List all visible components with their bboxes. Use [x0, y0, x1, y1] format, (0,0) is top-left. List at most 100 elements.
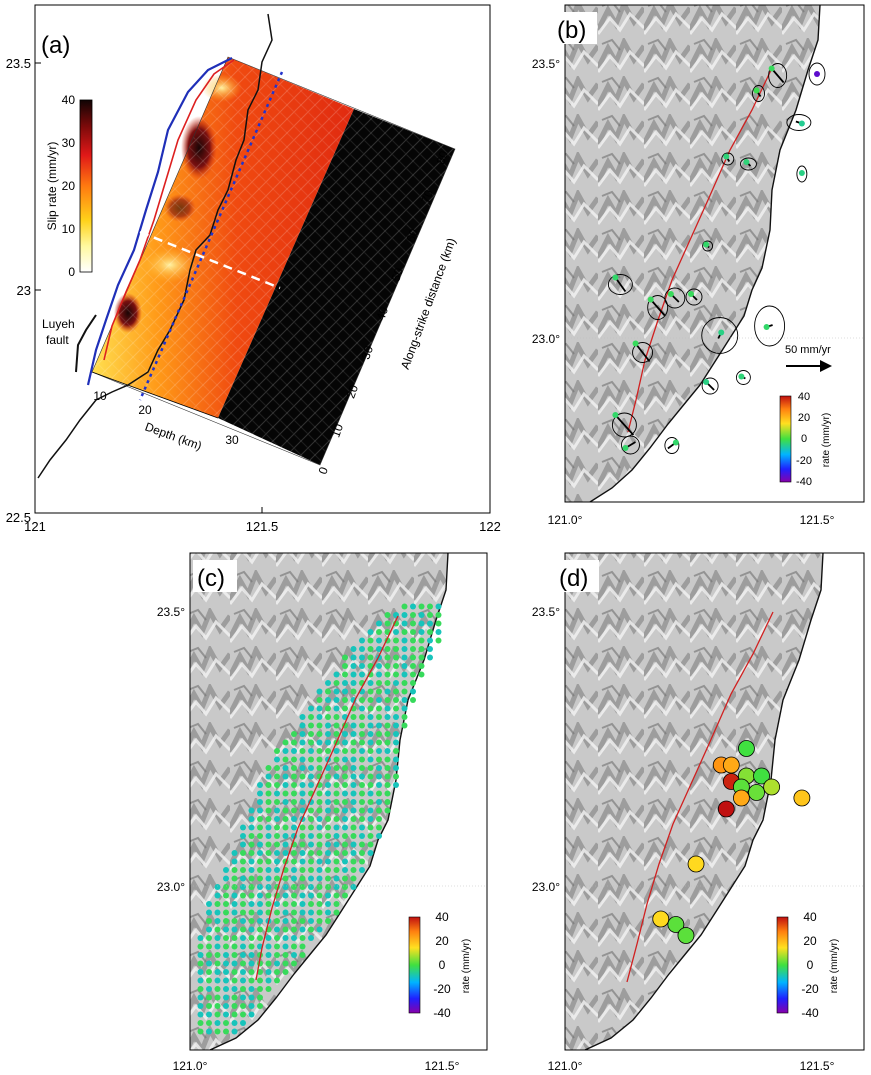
c-insar-dot — [206, 1003, 212, 1009]
b-station — [702, 240, 714, 252]
c-insar-dot — [274, 807, 280, 814]
a-xtick-121: 121 — [24, 519, 46, 534]
c-insar-dot — [274, 867, 280, 873]
c-insar-dot — [214, 952, 221, 958]
a-colorbar-label: Slip rate (mm/yr) — [45, 142, 59, 231]
strike-tick-20: 20 — [343, 383, 361, 401]
c-insar-dot — [274, 875, 280, 882]
c-insar-dot — [308, 714, 314, 720]
c-insar-dot — [257, 841, 263, 848]
c-insar-dot — [223, 926, 229, 933]
c-insar-dot — [384, 739, 391, 746]
strike-tick-60: 60 — [403, 227, 421, 245]
panel-b: (b) 23.5° 23.0° 121.0° 121.5° 50 mm/yr 4… — [532, 4, 865, 527]
c-insar-dot — [410, 654, 416, 661]
c-insar-dot — [291, 909, 297, 916]
c-insar-dot — [274, 816, 280, 822]
c-insar-dot — [299, 722, 306, 729]
c-insar-dot — [265, 892, 272, 899]
b-error-ellipse — [752, 85, 765, 102]
b-velocity-arrow — [614, 414, 635, 436]
c-insar-dot — [299, 731, 306, 737]
c-insar-dot — [282, 969, 289, 975]
c-insar-dot — [231, 858, 238, 865]
c-insar-dot — [214, 901, 221, 907]
a-ytick-23: 23 — [17, 283, 31, 298]
c-insar-dot — [282, 943, 289, 950]
c-insar-dot — [291, 739, 297, 746]
c-insar-dot — [367, 841, 374, 848]
c-insar-dot — [435, 620, 442, 627]
c-insar-dot — [248, 969, 255, 975]
c-insar-dot — [231, 926, 238, 933]
c-insar-dot — [410, 603, 416, 610]
d-point — [733, 789, 750, 807]
c-insar-dot — [325, 892, 331, 899]
c-insar-dot — [410, 637, 416, 644]
c-cb-neg20: -20 — [433, 982, 451, 996]
c-insar-dot — [376, 833, 382, 839]
c-insar-dot — [384, 799, 391, 805]
c-insar-dot — [206, 960, 212, 967]
c-insar-dot — [418, 637, 425, 644]
c-insar-dot — [342, 748, 348, 754]
c-insar-dot — [299, 824, 306, 831]
c-insar-dot — [333, 816, 340, 822]
c-insar-dot — [359, 841, 365, 848]
c-insar-dot — [257, 892, 263, 899]
c-insar-dot — [359, 671, 365, 678]
c-insar-dot — [342, 884, 348, 890]
strike-tick-40: 40 — [373, 305, 391, 323]
d-label-box — [555, 560, 599, 592]
c-insar-dot — [367, 680, 374, 686]
c-insar-dot — [248, 892, 255, 899]
c-insar-dot — [401, 722, 408, 729]
c-insar-dot — [333, 697, 340, 703]
d-cb-40: 40 — [803, 910, 817, 924]
c-insar-dot — [325, 680, 331, 686]
c-insar-dot — [418, 603, 425, 610]
d-point — [748, 784, 765, 801]
b-label-box — [553, 12, 597, 44]
c-insar-dot — [401, 714, 408, 720]
c-insar-dot — [282, 884, 289, 890]
c-insar-dot — [376, 790, 382, 797]
b-station — [721, 152, 735, 166]
c-insar-dot — [316, 833, 323, 839]
a-xtick-1215: 121.5 — [246, 519, 279, 534]
c-insar-dot — [359, 697, 365, 703]
c-insar-dot — [274, 952, 280, 958]
c-insar-dot — [223, 892, 229, 899]
c-insar-dot — [350, 875, 357, 882]
c-insar-dot — [265, 935, 272, 941]
c-insar-dot — [367, 705, 374, 712]
d-xtick-1215: 121.5° — [800, 1059, 835, 1073]
c-insar-dot — [282, 875, 289, 882]
c-insar-dot — [367, 790, 374, 797]
c-insar-dot — [333, 799, 340, 805]
c-insar-dot — [274, 909, 280, 916]
d-panel-label: (d) — [559, 565, 588, 592]
b-error-ellipse — [786, 114, 812, 131]
panel-d-frame — [564, 552, 865, 1051]
c-insar-dot — [282, 782, 289, 788]
mesh-grid — [92, 57, 455, 465]
c-insar-dot — [342, 892, 348, 899]
b-station-dot — [622, 445, 629, 451]
strike-tick-70: 70 — [418, 188, 436, 206]
c-insar-dot — [265, 765, 272, 771]
a-ytick-235: 23.5 — [6, 56, 31, 71]
c-insar-dot — [342, 705, 348, 712]
c-insar-dot — [282, 799, 289, 805]
c-insar-dot — [350, 790, 357, 797]
c-insar-dot — [257, 850, 263, 856]
c-insar-dot — [265, 960, 272, 967]
c-insar-dot — [350, 816, 357, 822]
c-insar-dot — [240, 943, 246, 950]
c-insar-dot — [418, 629, 425, 635]
c-insar-dot — [282, 960, 289, 967]
b-velocity-arrow — [770, 67, 785, 84]
depth-tick-10: 10 — [93, 389, 107, 403]
b-cb-20: 20 — [798, 412, 810, 424]
c-insar-dot — [231, 969, 238, 975]
